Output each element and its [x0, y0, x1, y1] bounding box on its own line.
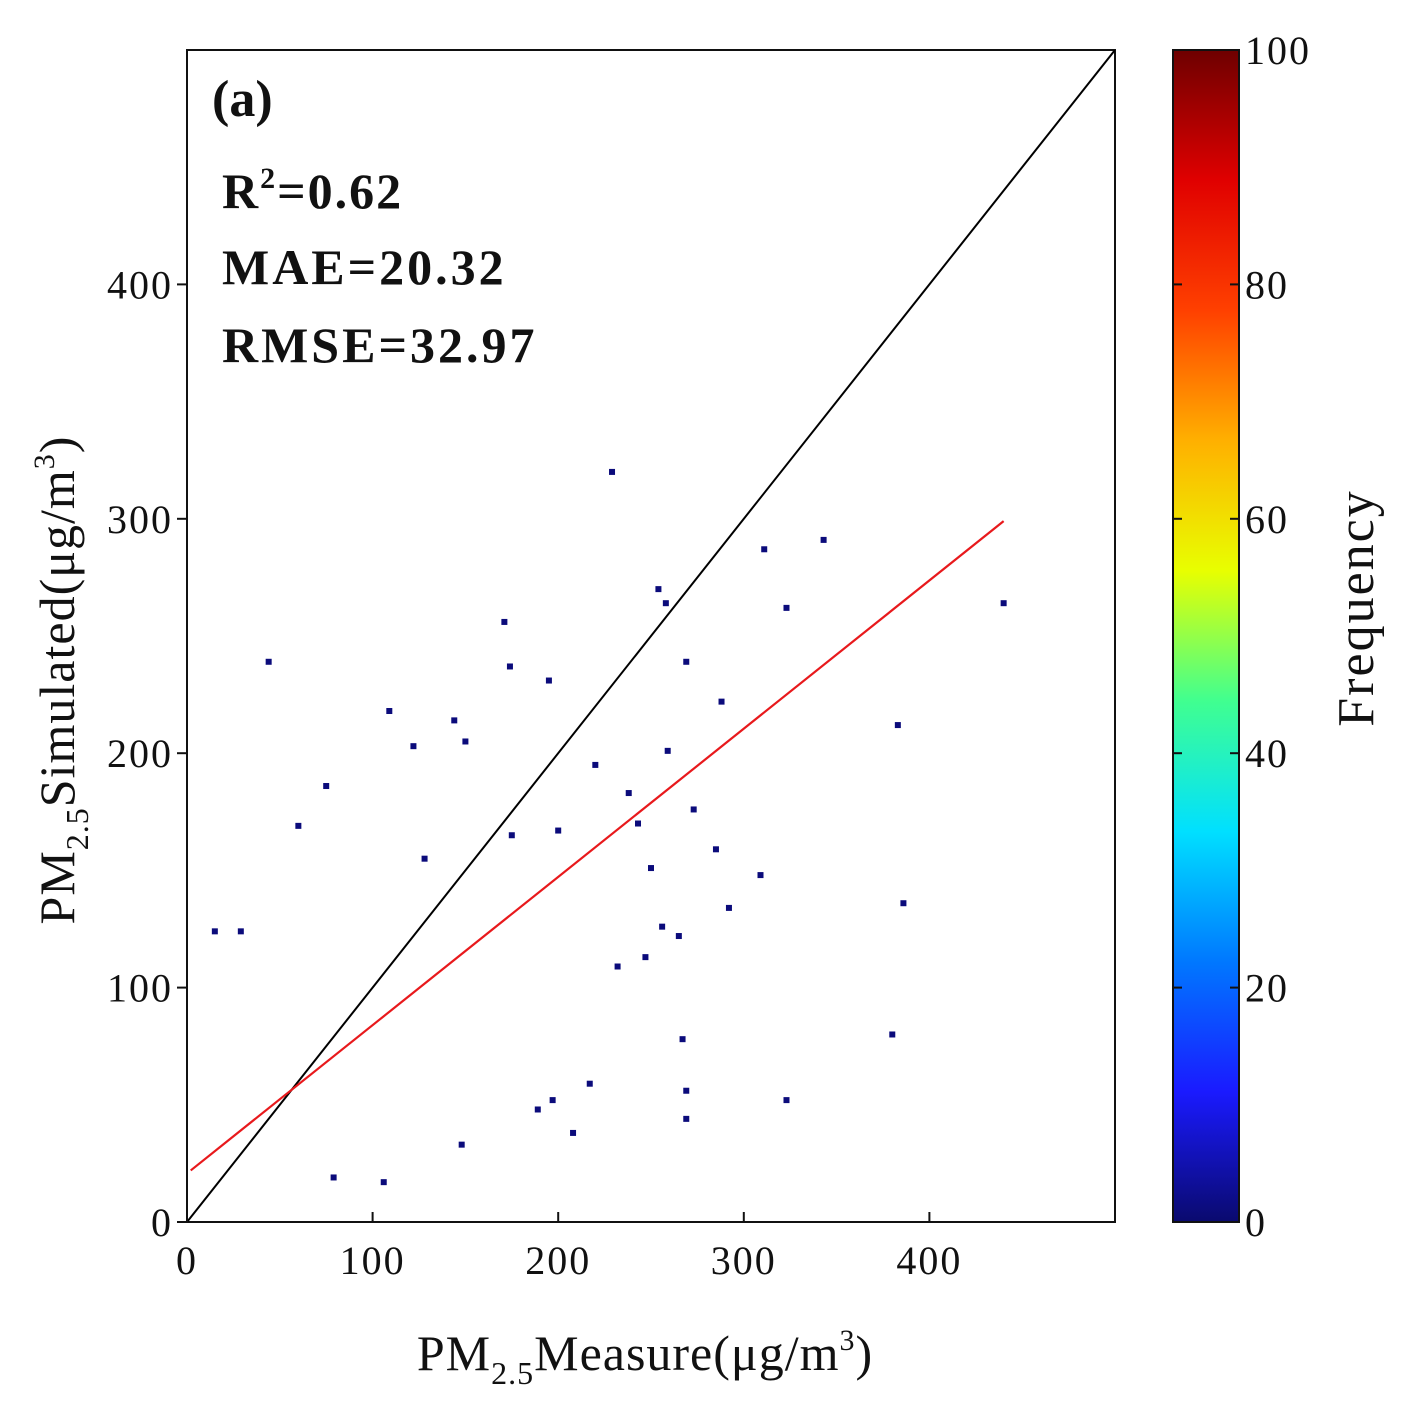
r-squared-stat: R2=0.62 [222, 162, 403, 219]
y-tick-label: 200 [107, 731, 173, 776]
colorbar [1172, 49, 1240, 1223]
data-point [421, 855, 428, 862]
y-tick-label: 0 [151, 1200, 173, 1245]
data-point [664, 747, 671, 754]
colorbar-tick-label: 40 [1245, 731, 1289, 776]
x-axis-label-close: ) [856, 1325, 874, 1381]
y-axis-ticks: 0 100 200 300 400 [107, 262, 187, 1245]
y-axis-label: PM2.5Simulated(μg/m3) [28, 436, 95, 925]
data-point [549, 1097, 556, 1104]
data-point [635, 820, 642, 827]
y-axis-label-sub: 2.5 [59, 807, 95, 850]
data-point [237, 928, 244, 935]
colorbar-tick-label: 80 [1245, 262, 1289, 307]
data-point [683, 1115, 690, 1122]
data-point [679, 1036, 686, 1043]
mae-stat: MAE=20.32 [222, 239, 507, 295]
data-point [757, 872, 764, 879]
x-axis-label-sup: 3 [840, 1324, 856, 1357]
data-point [609, 468, 616, 475]
x-axis-label: PM2.5Measure(μg/m3) [417, 1324, 873, 1391]
scatter-points [211, 468, 1007, 1186]
data-point [534, 1106, 541, 1113]
data-point [712, 846, 719, 853]
data-point [625, 790, 632, 797]
data-point [1000, 600, 1007, 607]
x-tick-label: 0 [176, 1238, 198, 1283]
data-point [648, 865, 654, 872]
y-tick-label: 100 [107, 966, 173, 1011]
data-point [889, 1031, 896, 1038]
data-point [380, 1179, 387, 1186]
x-tick-label: 400 [896, 1238, 962, 1283]
x-axis-label-sub: 2.5 [491, 1355, 534, 1391]
y-axis-label-sup: 3 [28, 453, 61, 469]
data-point [718, 698, 725, 705]
data-point [783, 604, 790, 611]
data-point [506, 663, 513, 670]
data-point [683, 658, 690, 665]
r-squared-sup: 2 [260, 162, 277, 195]
data-point [386, 708, 393, 715]
data-point [659, 923, 666, 930]
x-tick-label: 100 [340, 1238, 406, 1283]
data-point [295, 822, 302, 829]
data-point [655, 586, 662, 593]
colorbar-tick-label: 100 [1245, 28, 1311, 73]
x-axis-ticks: 0 100 200 300 400 [176, 1212, 962, 1283]
data-point [211, 928, 218, 935]
x-tick-label: 200 [525, 1238, 591, 1283]
data-point [820, 536, 827, 543]
r-squared-value: =0.62 [277, 163, 403, 219]
data-point [410, 743, 417, 750]
colorbar-tick-label: 60 [1245, 497, 1289, 542]
y-tick-label: 300 [107, 497, 173, 542]
data-point [614, 963, 621, 970]
data-point [508, 832, 515, 839]
data-point [570, 1129, 577, 1136]
panel-label: (a) [212, 71, 273, 128]
data-point [501, 618, 508, 625]
y-axis-label-main: PM [29, 850, 85, 924]
data-point [330, 1174, 337, 1181]
data-point [586, 1080, 593, 1087]
data-point [592, 761, 599, 768]
y-axis-label-rest: Simulated(μg/m [29, 469, 85, 807]
data-point [725, 904, 732, 911]
colorbar-tick-label: 0 [1245, 1200, 1267, 1245]
data-point [265, 658, 272, 665]
regression-fit-line [190, 520, 1005, 1172]
x-axis-label-rest: Measure(μg/m [534, 1325, 839, 1381]
y-tick-label: 400 [107, 262, 173, 307]
data-point [462, 738, 469, 745]
data-point [662, 600, 669, 607]
one-to-one-line [187, 50, 1115, 1222]
colorbar-ticks: 0 20 40 60 80 100 [1173, 28, 1311, 1245]
y-axis-label-close: ) [29, 436, 85, 454]
data-point [783, 1097, 790, 1104]
data-point [690, 806, 697, 813]
r-squared-prefix: R [222, 163, 260, 219]
data-point [458, 1141, 465, 1148]
data-point [642, 954, 649, 961]
data-point [451, 717, 458, 724]
data-point [675, 933, 682, 940]
x-tick-label: 300 [711, 1238, 777, 1283]
data-point [900, 900, 907, 907]
data-point [555, 827, 562, 834]
data-point [545, 677, 552, 684]
data-point [894, 722, 901, 729]
colorbar-tick-label: 20 [1245, 966, 1289, 1011]
data-point [683, 1087, 690, 1094]
colorbar-label: Frequency [1328, 489, 1385, 726]
rmse-stat: RMSE=32.97 [222, 317, 537, 373]
data-point [323, 783, 330, 790]
x-axis-label-main: PM [417, 1325, 491, 1381]
data-point [761, 546, 768, 553]
